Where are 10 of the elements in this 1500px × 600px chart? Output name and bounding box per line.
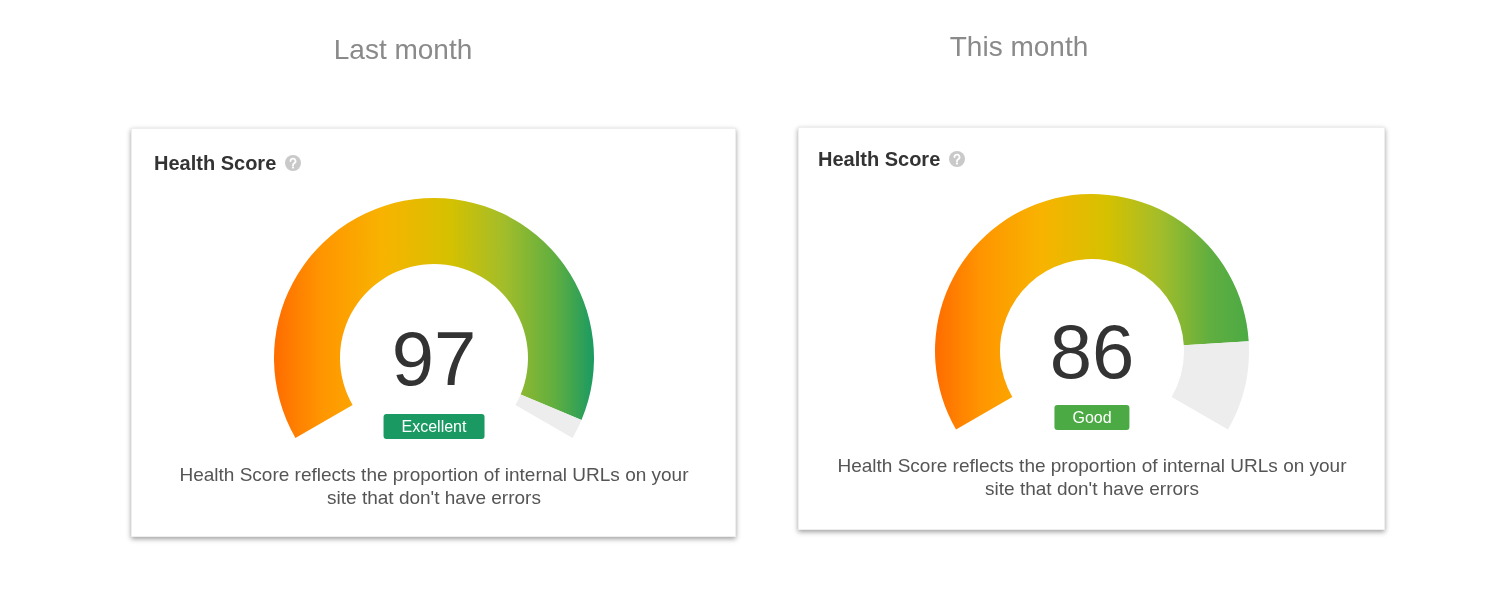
chart-title: Last month: [333, 34, 473, 65]
text: Excellent: [383, 414, 485, 439]
text: 97: [391, 316, 477, 401]
text: Good: [1054, 405, 1130, 430]
text: 86: [1049, 309, 1135, 394]
text: Health Score reflects the proportion of internal URLs on your site that don't have errors: [836, 454, 1348, 500]
chart-title: This month: [949, 31, 1089, 62]
chart-subtitle: Health Score: [818, 148, 941, 170]
text: Health Score reflects the proportion of internal URLs on your site that don't have errors: [178, 463, 690, 509]
chart-subtitle: Health Score: [154, 152, 277, 174]
